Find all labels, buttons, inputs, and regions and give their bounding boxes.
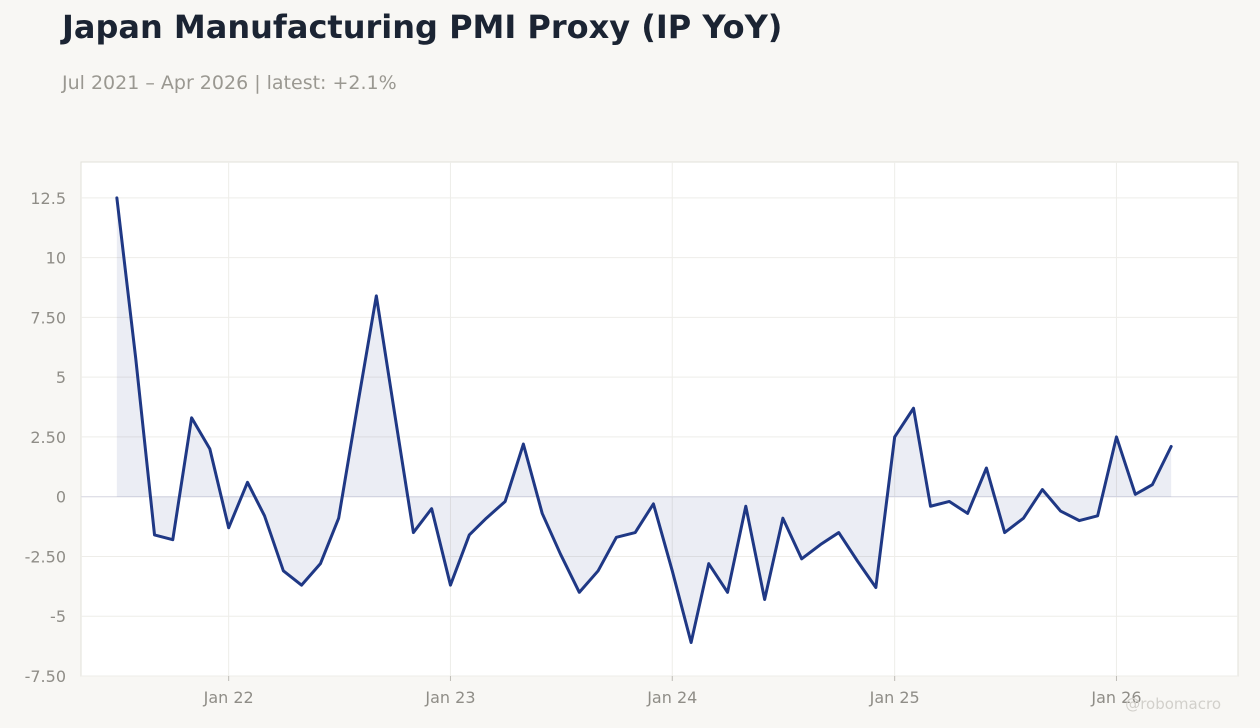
data-point (468, 533, 471, 536)
data-point (763, 598, 766, 601)
y-tick-label: 0 (56, 488, 66, 507)
line-layer (115, 196, 1173, 645)
data-point (1115, 435, 1118, 438)
x-tick-label: Jan 24 (646, 688, 697, 707)
data-point (412, 531, 415, 534)
data-point (578, 591, 581, 594)
data-point (504, 500, 507, 503)
data-point (1041, 488, 1044, 491)
data-point (190, 416, 193, 419)
series-line (115, 196, 1173, 645)
data-point (522, 443, 525, 446)
data-point (874, 586, 877, 589)
y-tick-label: 5 (56, 368, 66, 387)
data-point (153, 533, 156, 536)
data-point (837, 531, 840, 534)
data-point (1096, 514, 1099, 517)
y-axis: 12.5 10 7.50 5 2.50 0 -2.50 -5 -7.50 (25, 189, 66, 686)
y-tick-label: 10 (46, 249, 66, 268)
data-point (1003, 531, 1006, 534)
data-point (912, 407, 915, 410)
y-tick-label: 2.50 (30, 428, 66, 447)
data-point (690, 641, 693, 644)
chart-title: Japan Manufacturing PMI Proxy (IP YoY) (62, 8, 783, 46)
data-point (893, 435, 896, 438)
y-tick-label: 7.50 (30, 308, 66, 327)
data-point (652, 502, 655, 505)
data-point (1022, 517, 1025, 520)
data-point (171, 538, 174, 541)
data-point (337, 517, 340, 520)
data-point (282, 569, 285, 572)
plot-area (80, 161, 1239, 677)
data-point (356, 404, 359, 407)
x-tick-label: Jan 23 (424, 688, 475, 707)
data-point (559, 553, 562, 556)
data-point (485, 517, 488, 520)
data-point (541, 512, 544, 515)
data-point (1078, 519, 1081, 522)
data-point (929, 505, 932, 508)
data-point (856, 560, 859, 563)
data-point (1170, 445, 1173, 448)
data-point (985, 467, 988, 470)
data-point (134, 357, 137, 360)
data-point (1059, 510, 1062, 513)
grid (81, 162, 1238, 677)
data-point (966, 512, 969, 515)
data-point (726, 591, 729, 594)
data-point (449, 584, 452, 587)
chart-subtitle: Jul 2021 – Apr 2026 | latest: +2.1% (62, 72, 397, 94)
x-tick-label: Jan 26 (1090, 688, 1141, 707)
data-point (707, 562, 710, 565)
y-tick-label: -2.50 (25, 547, 66, 566)
data-point (430, 507, 433, 510)
data-point (208, 447, 211, 450)
data-point (634, 531, 637, 534)
data-point (319, 562, 322, 565)
data-point (597, 569, 600, 572)
data-point (781, 517, 784, 520)
data-point (115, 196, 118, 199)
y-tick-label: 12.5 (30, 189, 66, 208)
x-tick-label: Jan 22 (203, 688, 254, 707)
data-point (246, 481, 249, 484)
data-point (263, 514, 266, 517)
data-point (948, 500, 951, 503)
data-point (671, 569, 674, 572)
data-point (744, 505, 747, 508)
data-point (375, 294, 378, 297)
data-point (800, 557, 803, 560)
watermark: @robomacro (1125, 695, 1221, 713)
data-point (1151, 483, 1154, 486)
x-axis: Jan 22 Jan 23 Jan 24 Jan 25 Jan 26 (203, 676, 1142, 707)
data-point (615, 536, 618, 539)
data-point (300, 584, 303, 587)
y-tick-label: -5 (50, 607, 66, 626)
y-tick-label: -7.50 (25, 667, 66, 686)
x-tick-label: Jan 25 (869, 688, 920, 707)
data-point (227, 526, 230, 529)
data-point (393, 412, 396, 415)
data-point (1134, 493, 1137, 496)
data-point (819, 543, 822, 546)
